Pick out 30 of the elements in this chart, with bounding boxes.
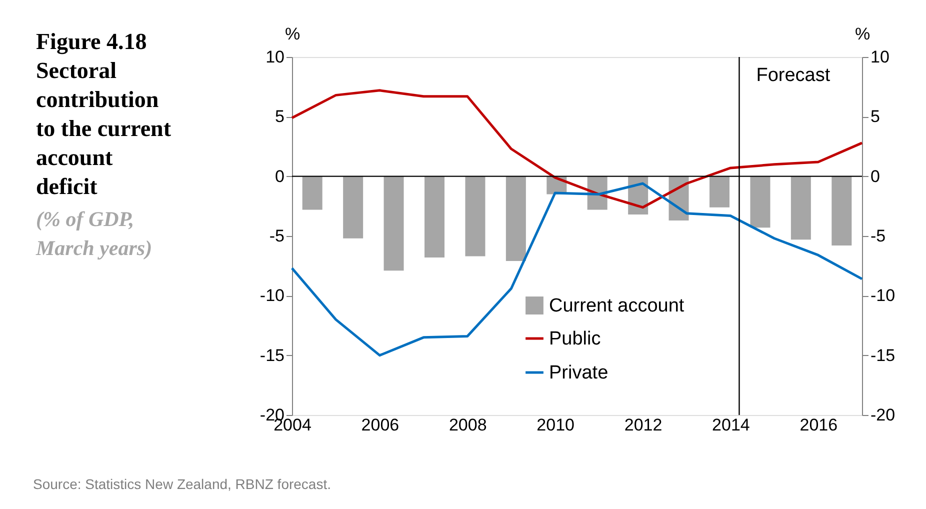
y2-tick-label: -20 (870, 406, 896, 424)
y-axis-title: % (284, 24, 300, 44)
x-tick-label: 2006 (361, 416, 400, 434)
y2-axis-title: % (854, 24, 870, 44)
x-tick-label: 2016 (800, 416, 838, 434)
y2-tick-label: -10 (870, 286, 896, 306)
y2-tick-label: -5 (870, 226, 886, 246)
text: Figure 4.18 Sectoral contribution to the current account deficit (36, 29, 172, 199)
y-tick-label: 10 (266, 48, 284, 66)
y2-tick-label: 5 (870, 107, 880, 126)
y2-tick-label: -15 (870, 346, 896, 365)
x-tick-label: 2012 (624, 416, 662, 434)
text: (% of GDP, March years) (35, 207, 152, 260)
ref-line-label: Forecast (756, 65, 831, 86)
x-tick-label: 2014 (712, 416, 750, 434)
legend-label: Private (549, 362, 608, 384)
x-tick-label: 2008 (448, 416, 487, 434)
line-series (290, 182, 864, 357)
source-note: Source: Statistics New Zealand, RBNZ forecast. (33, 476, 331, 492)
x-tick-label: 2010 (536, 416, 574, 434)
y-tick-label: -10 (260, 286, 284, 306)
y-tick-label: 5 (275, 107, 284, 126)
y-tick-label: 0 (275, 166, 284, 186)
y2-tick-label: 0 (870, 166, 880, 186)
legend-label: Current account (549, 296, 685, 316)
y-tick-label: -15 (260, 346, 284, 365)
line-series (290, 89, 864, 209)
y2-tick-label: 10 (870, 48, 890, 66)
legend-label: Public (549, 328, 601, 350)
y-tick-label: -5 (269, 226, 284, 246)
